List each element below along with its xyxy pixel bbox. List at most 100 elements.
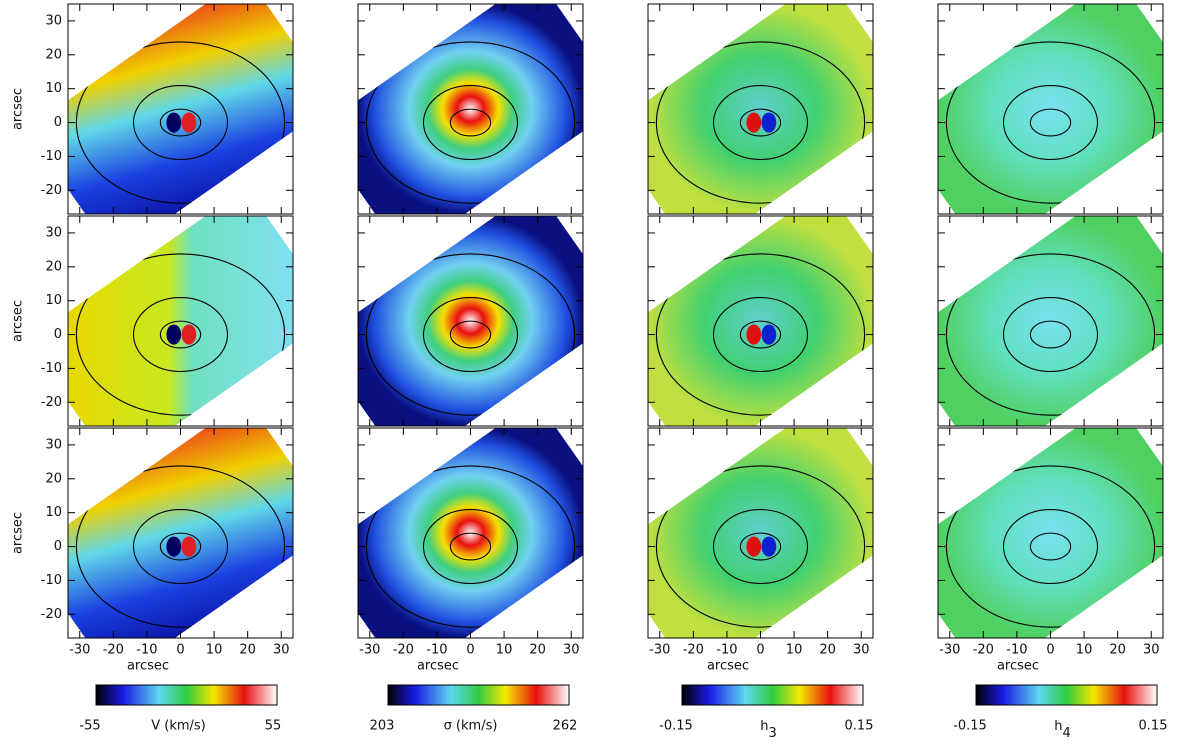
panel: -30 -20 -10 0 10 20 30 -20 -10 0 10 20 30 arcsec arcse…: [11, 427, 294, 674]
center-lobe: [181, 536, 197, 557]
contour: [75, 253, 286, 416]
panel: [937, 215, 1164, 427]
contour: [75, 465, 286, 628]
colorbar-max: 55: [265, 719, 282, 734]
y-axis-label: arcsec: [11, 300, 26, 342]
x-axis-label: arcsec: [997, 659, 1039, 674]
center-lobe: [181, 112, 197, 133]
contour: [159, 108, 202, 137]
contour: [739, 320, 782, 349]
panel: -30 -20 -10 0 10 20 30 arcsec: [357, 427, 584, 674]
x-tick-label: -10: [716, 643, 737, 658]
colorbar-min: 203: [370, 719, 395, 734]
y-tick-label: 30: [45, 13, 62, 28]
contour: [655, 41, 866, 204]
colorbar-min: -55: [79, 719, 100, 734]
y-tick-label: 30: [45, 437, 62, 452]
center-lobe: [166, 324, 182, 345]
center-lobe: [746, 536, 762, 557]
field: [648, 428, 873, 638]
x-tick-label: 0: [466, 643, 474, 658]
center-lobe: [166, 536, 182, 557]
y-tick-label: -20: [41, 183, 62, 198]
contour: [449, 532, 492, 561]
contour: [422, 297, 519, 373]
x-tick-label: -20: [683, 643, 704, 658]
y-tick-label: -20: [41, 395, 62, 410]
contour: [1002, 85, 1099, 161]
y-tick-label: 10: [45, 81, 62, 96]
x-tick-label: 20: [819, 643, 836, 658]
y-tick-label: 10: [45, 293, 62, 308]
colorbar-title: h3: [760, 719, 777, 741]
field: [938, 216, 1163, 426]
colorbar-max: 262: [553, 719, 578, 734]
x-tick-label: 0: [1046, 643, 1054, 658]
x-axis-label: arcsec: [707, 659, 749, 674]
y-tick-label: 0: [54, 327, 62, 342]
contour: [132, 297, 229, 373]
contour: [365, 41, 576, 204]
panel: [357, 215, 584, 427]
contour: [365, 465, 576, 628]
x-tick-label: -30: [69, 643, 90, 658]
contour: [655, 465, 866, 628]
colorbar-min: -0.15: [953, 719, 987, 734]
x-tick-label: 20: [239, 643, 256, 658]
contour: [422, 85, 519, 161]
y-axis-label: arcsec: [11, 88, 26, 130]
x-tick-label: -10: [136, 643, 157, 658]
x-tick-label: 20: [529, 643, 546, 658]
contour: [75, 41, 286, 204]
contour: [449, 108, 492, 137]
subscript: 4: [1062, 726, 1070, 741]
field: [938, 428, 1163, 638]
contour: [1002, 509, 1099, 585]
field: [938, 4, 1163, 214]
colorbar-min: -0.15: [659, 719, 693, 734]
center-lobe: [181, 324, 197, 345]
symbol: h: [760, 719, 768, 734]
panel: [357, 3, 584, 215]
colorbar-title: V (km/s): [151, 719, 206, 734]
field: [68, 216, 293, 426]
contour: [159, 532, 202, 561]
x-tick-label: -20: [393, 643, 414, 658]
field: [358, 216, 583, 426]
y-tick-label: -10: [41, 573, 62, 588]
field: [68, 4, 293, 214]
y-tick-label: 0: [54, 539, 62, 554]
field: [68, 428, 293, 638]
center-lobe: [761, 536, 777, 557]
x-tick-label: 10: [786, 643, 803, 658]
x-tick-label: -20: [103, 643, 124, 658]
panel: [647, 3, 874, 215]
contour: [422, 509, 519, 585]
field: [648, 216, 873, 426]
colorbar-title: h4: [1054, 719, 1071, 741]
x-tick-label: -10: [426, 643, 447, 658]
x-tick-label: -30: [359, 643, 380, 658]
contour: [1029, 108, 1072, 137]
panel: -30 -20 -10 0 10 20 30 arcsec: [647, 427, 874, 674]
center-lobe: [761, 324, 777, 345]
contour: [712, 85, 809, 161]
contour: [1029, 320, 1072, 349]
panel: [647, 215, 874, 427]
field: [358, 4, 583, 214]
contour: [739, 532, 782, 561]
contour: [1029, 532, 1072, 561]
y-tick-label: 20: [45, 471, 62, 486]
contour: [1002, 297, 1099, 373]
x-tick-label: 0: [176, 643, 184, 658]
contour: [159, 320, 202, 349]
x-tick-label: 30: [563, 643, 580, 658]
x-tick-label: 30: [1143, 643, 1160, 658]
colorbar: [681, 684, 864, 706]
x-tick-label: 30: [273, 643, 290, 658]
center-lobe: [761, 112, 777, 133]
x-tick-label: 10: [496, 643, 513, 658]
contour: [945, 41, 1156, 204]
contour: [132, 509, 229, 585]
